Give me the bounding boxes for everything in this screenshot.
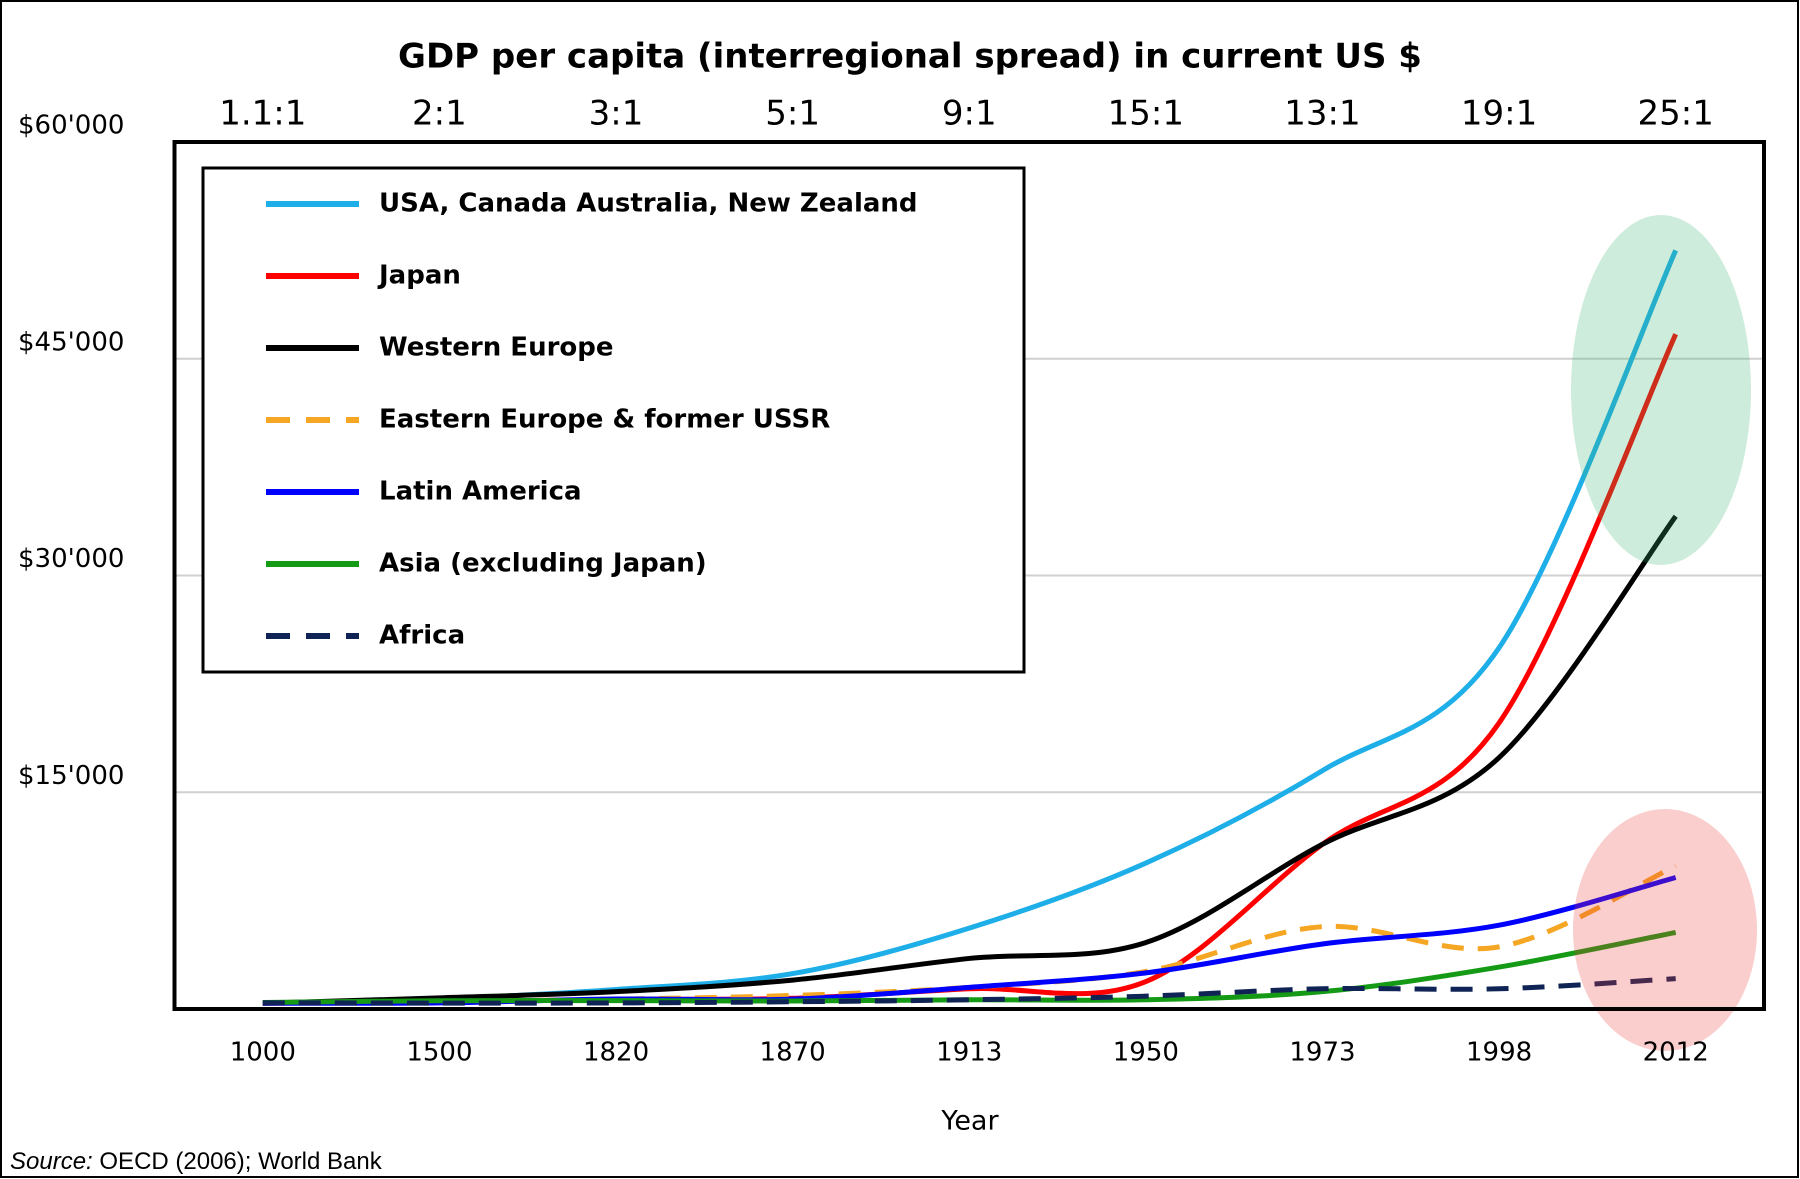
legend-label: USA, Canada Australia, New Zealand xyxy=(379,189,918,219)
x-tick-label: 1500 xyxy=(406,1038,472,1068)
legend-label: Western Europe xyxy=(379,333,614,363)
top-label: 1.1:1 xyxy=(219,94,306,134)
source-text: OECD (2006); World Bank xyxy=(99,1148,382,1175)
x-tick-label: 1870 xyxy=(760,1038,826,1068)
top-label: 19:1 xyxy=(1461,94,1537,134)
x-tick-label: 1000 xyxy=(230,1038,296,1068)
y-tick-label: $15'000 xyxy=(18,761,124,791)
x-tick-label: 1950 xyxy=(1113,1038,1179,1068)
y-tick-label: $60'000 xyxy=(18,111,124,141)
legend-label: Eastern Europe & former USSR xyxy=(379,405,830,435)
series-line xyxy=(262,929,1677,1005)
series-line xyxy=(262,863,1677,1006)
highlight-bottom xyxy=(1573,809,1757,1051)
top-label: 2:1 xyxy=(412,94,467,134)
top-label: 3:1 xyxy=(589,94,644,134)
source-label: Source: xyxy=(10,1148,93,1175)
legend-label: Africa xyxy=(379,621,465,651)
top-label: 25:1 xyxy=(1638,94,1714,134)
legend-label: Japan xyxy=(377,261,461,291)
legend-label: Latin America xyxy=(379,477,582,507)
x-tick-label: 1820 xyxy=(583,1038,649,1068)
top-label: 13:1 xyxy=(1284,94,1360,134)
x-axis-label: Year xyxy=(940,1106,999,1137)
series-line xyxy=(262,976,1676,1006)
x-tick-label: 1973 xyxy=(1289,1038,1355,1068)
top-label: 15:1 xyxy=(1108,94,1184,134)
y-tick-label: $30'000 xyxy=(18,544,124,574)
chart-title: GDP per capita (interregional spread) in… xyxy=(398,37,1422,77)
series-line xyxy=(262,875,1677,1006)
x-tick-label: 1998 xyxy=(1466,1038,1532,1068)
legend-label: Asia (excluding Japan) xyxy=(379,549,707,579)
top-label: 9:1 xyxy=(942,94,997,134)
legend-entries: USA, Canada Australia, New Zealand Japan W… xyxy=(266,189,918,651)
source: Source: OECD (2006); World Bank xyxy=(10,1148,383,1175)
lines xyxy=(262,249,1678,1006)
y-tick-label: $45'000 xyxy=(18,327,124,357)
plot-frame xyxy=(172,140,1766,1011)
highlight-top xyxy=(1571,215,1751,565)
legend xyxy=(201,166,1026,674)
x-tick-label: 2012 xyxy=(1643,1038,1709,1068)
series-line xyxy=(262,514,1678,1006)
x-tick-label: 1913 xyxy=(936,1038,1002,1068)
top-label: 5:1 xyxy=(765,94,820,134)
